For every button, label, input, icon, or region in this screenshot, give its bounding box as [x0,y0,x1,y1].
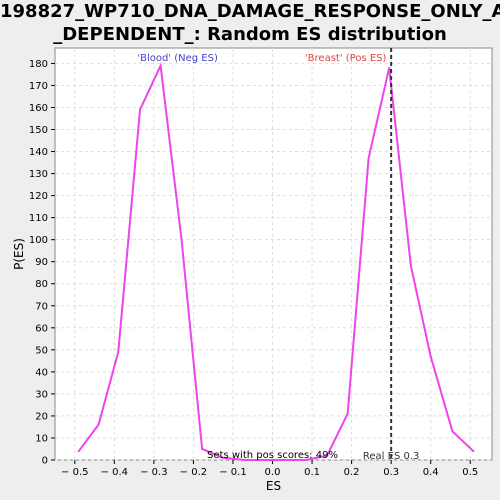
data-point [222,456,225,459]
data-point [346,412,349,415]
data-point [305,459,308,461]
data-point [77,450,80,453]
y-tick-label: 70 [35,301,48,312]
chart-title-line-1: 198827_WP710_DNA_DAMAGE_RESPONSE_ONLY_AT… [0,1,500,22]
x-tick-label: − 0.3 [140,467,167,478]
y-tick-label: 160 [29,103,48,114]
data-point [429,355,432,358]
data-point [451,430,454,433]
chart-title-line-2: _DEPENDENT_: Random ES distribution [53,24,447,45]
data-point [409,265,412,268]
data-point [326,454,329,457]
y-tick-label: 140 [29,147,48,158]
real-es-label: Real ES 0.3 [363,451,419,462]
x-tick-label: − 0.2 [180,467,207,478]
y-tick-label: 150 [29,125,48,136]
data-point [388,66,391,69]
x-tick-label: 0.2 [344,467,360,478]
y-tick-label: 90 [35,257,48,268]
plot-area [54,47,493,461]
y-tick-label: 60 [35,323,48,334]
data-point [243,459,246,461]
x-tick-label: 0.0 [265,467,281,478]
x-tick-label: 0.5 [462,467,478,478]
chart-title: 198827_WP710_DNA_DAMAGE_RESPONSE_ONLY_AT… [0,0,500,46]
y-axis-ticks: 0 10 20 30 40 50 60 70 80 90 100 110 120 130 140 150 160… [29,59,55,467]
y-tick-label: 20 [35,411,48,422]
y-tick-label: 170 [29,81,48,92]
es-distribution-line [77,62,475,461]
y-tick-label: 80 [35,279,48,290]
y-tick-label: 0 [42,456,48,467]
data-point [367,157,370,160]
x-tick-label: 0.3 [383,467,399,478]
y-tick-label: 110 [29,213,48,224]
pos-es-annotation: 'Breast' (Pos ES) [305,53,387,64]
y-tick-label: 180 [29,59,48,70]
pos-scores-annotation: Sets with pos scores: 49% [207,450,338,461]
neg-es-annotation: 'Blood' (Neg ES) [137,53,218,64]
x-tick-label: − 0.4 [101,467,128,478]
data-point [97,423,100,426]
y-tick-label: 100 [29,235,48,246]
x-axis-label: ES [266,479,281,493]
grid-lines [55,48,492,461]
x-tick-label: 0.4 [423,467,439,478]
data-point [117,351,120,354]
x-tick-label: 0.1 [304,467,320,478]
data-point [263,459,266,461]
data-point [201,447,204,450]
annotations: Real ES 0.3 'Blood' (Neg ES) 'Breast' (Pos… [137,48,419,462]
data-point [139,108,142,111]
x-tick-label: − 0.5 [61,467,88,478]
x-axis-ticks: − 0.5 − 0.4 − 0.3 − 0.2 − 0.1 0.0 0.1 0.2 0.3 0.4… [61,460,478,478]
y-tick-label: 120 [29,191,48,202]
series-group [77,62,475,461]
data-point [283,459,286,461]
y-tick-label: 40 [35,367,48,378]
y-tick-label: 10 [35,433,48,444]
x-tick-label: − 0.1 [219,467,246,478]
y-tick-label: 30 [35,389,48,400]
data-point [180,238,183,241]
data-point [472,450,475,453]
y-tick-label: 130 [29,169,48,180]
data-point [159,64,162,67]
y-tick-label: 50 [35,345,48,356]
y-axis-label: P(ES) [12,238,26,270]
